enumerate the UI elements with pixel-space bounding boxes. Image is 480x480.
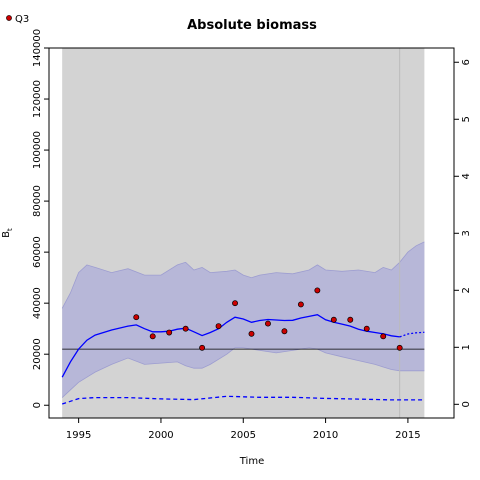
x-tick-label: 2000 xyxy=(148,430,173,441)
q3-point xyxy=(265,320,271,327)
series-line xyxy=(61,314,400,378)
x-axis-label: Time xyxy=(239,456,264,467)
y-tick-label: 60000 xyxy=(32,236,43,268)
q3-point xyxy=(133,314,140,321)
q3-point xyxy=(199,344,206,351)
y-axis-label: Bt xyxy=(1,228,14,238)
legend-q3-marker xyxy=(6,15,12,21)
confidence-band-area xyxy=(62,241,425,398)
reference-lines xyxy=(62,48,425,418)
q3-point xyxy=(297,301,304,308)
right-tick-label: 6 xyxy=(461,59,472,65)
legend: Q3 xyxy=(6,14,29,25)
q3-point xyxy=(248,330,255,337)
x-tick-label: 2010 xyxy=(313,430,338,441)
x-tick-label: 1995 xyxy=(66,430,91,441)
y-tick-label: 20000 xyxy=(32,338,43,370)
y-axis-label-main: B xyxy=(1,231,12,238)
right-tick-label: 4 xyxy=(461,173,472,179)
confidence-band-lower xyxy=(61,347,425,398)
q3-point xyxy=(232,300,238,307)
legend-q3-label: Q3 xyxy=(15,14,29,25)
q3-point xyxy=(149,333,156,340)
series-lower-dashed xyxy=(61,395,425,405)
q3-point xyxy=(380,333,387,340)
y-tick-label: 100000 xyxy=(32,131,43,169)
right-tick-label: 1 xyxy=(461,344,472,350)
q3-point xyxy=(330,316,337,323)
confidence-band xyxy=(61,241,425,398)
q3-point xyxy=(281,328,288,335)
series-forecast xyxy=(399,331,425,338)
series-lines xyxy=(61,314,425,405)
x-axis: 1995 2000 2005 2010 2015 xyxy=(66,418,421,441)
y-tick-label: 80000 xyxy=(32,185,43,217)
y-tick-label: 120000 xyxy=(32,80,43,118)
x-tick-label: 2005 xyxy=(231,430,256,441)
q3-points xyxy=(133,287,403,351)
q3-point xyxy=(166,329,173,336)
y-tick-label: 140000 xyxy=(32,29,43,67)
right-axis: 0 1 2 3 4 5 6 xyxy=(454,59,472,408)
q3-point xyxy=(347,316,354,323)
q3-point xyxy=(215,323,222,330)
svg-text:Bt: Bt xyxy=(1,228,14,238)
confidence-band-upper xyxy=(61,241,425,309)
q3-point xyxy=(363,325,370,332)
y-axis-label-sub: t xyxy=(6,228,14,231)
x-tick-label: 2015 xyxy=(395,430,420,441)
y-tick-label: 0 xyxy=(32,402,43,408)
chart-title: Absolute biomass xyxy=(187,18,317,33)
right-tick-label: 2 xyxy=(461,287,472,293)
q3-point xyxy=(182,325,189,332)
y-tick-label: 40000 xyxy=(32,287,43,319)
y-axis: 0 20000 40000 60000 80000 100000 120000 140000 xyxy=(32,29,49,408)
right-tick-label: 5 xyxy=(461,116,472,122)
q3-point xyxy=(396,344,403,351)
right-tick-label: 3 xyxy=(461,230,472,236)
q3-point xyxy=(314,287,321,294)
right-tick-label: 0 xyxy=(461,401,472,407)
